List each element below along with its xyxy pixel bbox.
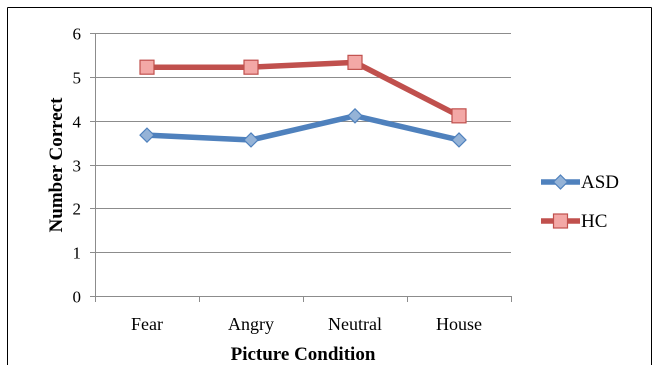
- y-tick-label: 3: [73, 157, 82, 176]
- data-point: [139, 59, 155, 75]
- series-asd: [139, 107, 467, 148]
- x-tick-label: House: [436, 314, 482, 334]
- y-tick-label: 2: [73, 200, 82, 219]
- x-axis-title: Picture Condition: [231, 344, 376, 365]
- series-line: [144, 113, 462, 143]
- y-tick-label: 6: [73, 25, 82, 44]
- data-point: [347, 54, 363, 70]
- y-axis-title: Number Correct: [46, 97, 67, 233]
- data-point: [243, 59, 259, 75]
- y-tick-label: 5: [73, 69, 82, 88]
- y-tick-labels: 0 1 2 3 4 5 6: [73, 25, 82, 307]
- legend-item-hc: HC: [541, 211, 607, 232]
- y-tick-label: 4: [73, 113, 82, 132]
- legend-marker: [552, 213, 569, 229]
- x-tick-label: Angry: [228, 314, 274, 334]
- data-point: [451, 108, 467, 124]
- x-tick-label: Neutral: [328, 314, 382, 334]
- data-point: [347, 107, 363, 124]
- data-point: [243, 132, 259, 148]
- series-layer: [139, 54, 467, 148]
- legend: ASD HC: [541, 172, 619, 232]
- x-tick-labels: Fear Angry Neutral House: [131, 314, 482, 334]
- data-point: [451, 132, 467, 148]
- y-tick-label: 1: [73, 244, 82, 263]
- y-tick-label: 0: [73, 288, 82, 307]
- series-hc: [139, 54, 467, 124]
- x-tick-label: Fear: [131, 314, 163, 334]
- series-line: [144, 59, 462, 119]
- data-point: [139, 127, 155, 143]
- legend-label: HC: [581, 211, 607, 232]
- axes: [90, 33, 512, 302]
- gridlines: [95, 33, 511, 253]
- legend-marker: [552, 174, 569, 190]
- legend-label: ASD: [581, 172, 619, 193]
- legend-item-asd: ASD: [541, 172, 619, 193]
